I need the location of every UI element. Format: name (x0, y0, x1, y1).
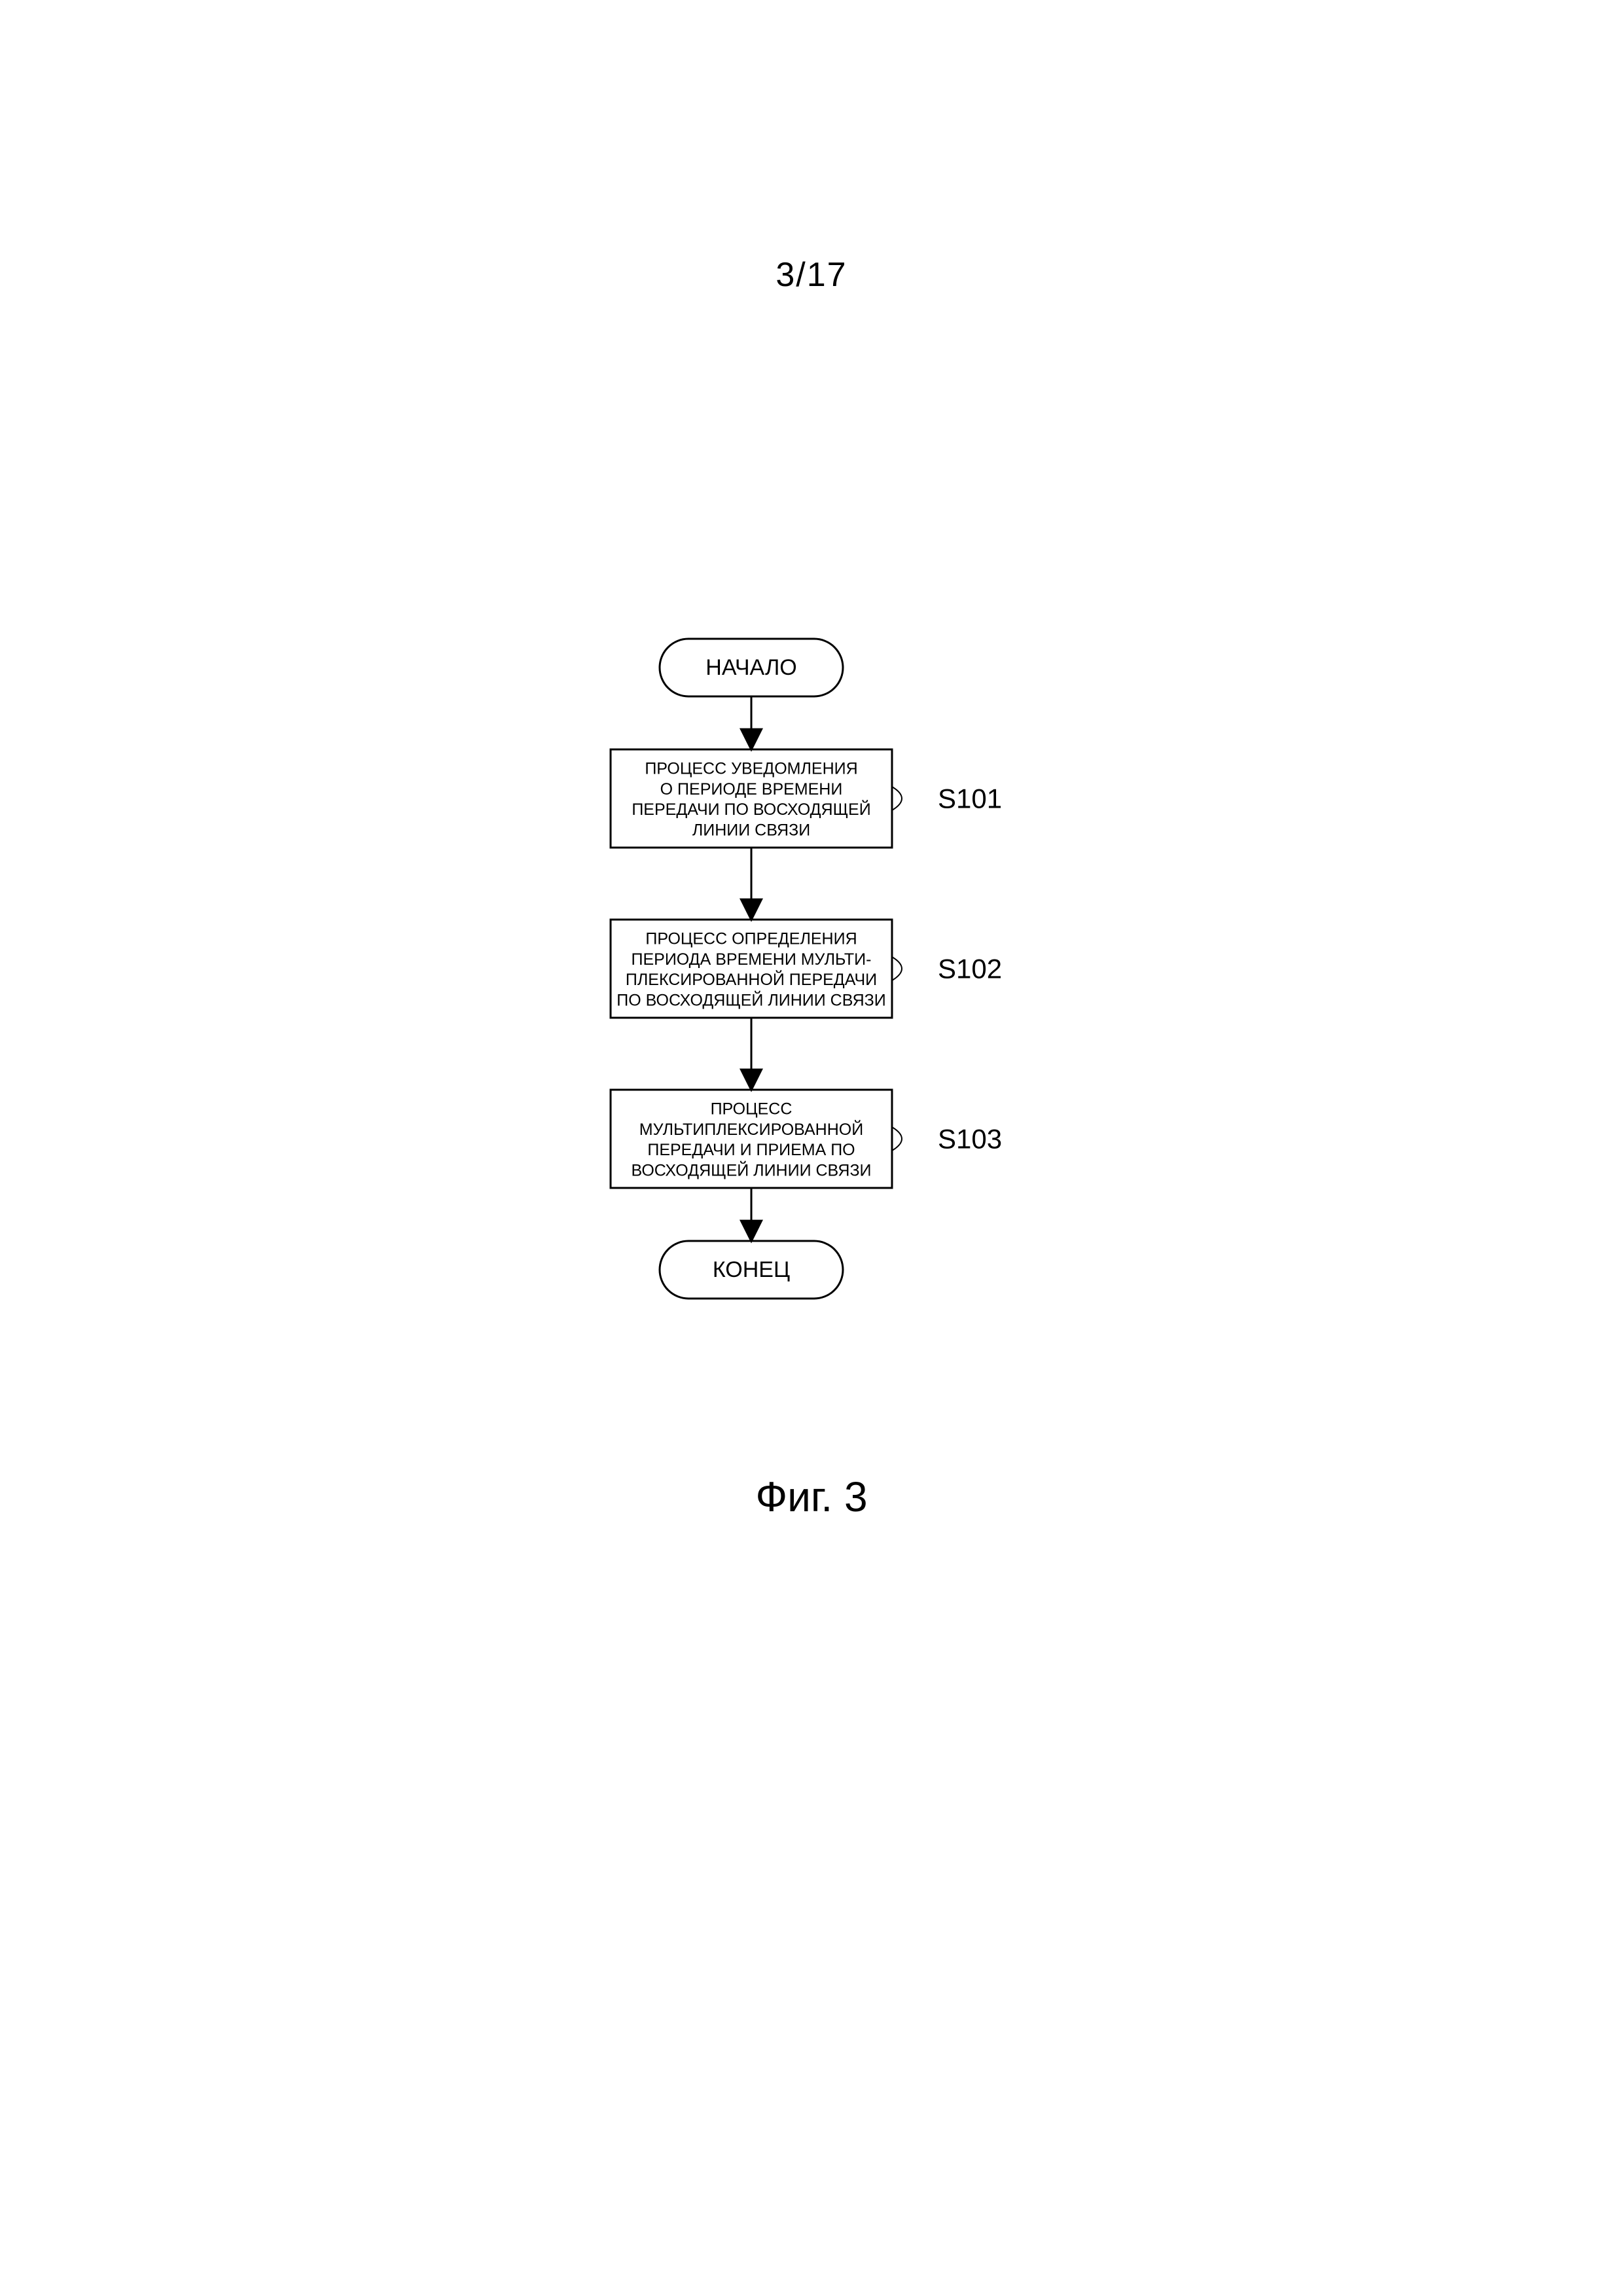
figure-caption: Фиг. 3 (0, 1473, 1623, 1521)
flow-node-label: КОНЕЦ (713, 1257, 790, 1282)
step-label: S101 (938, 783, 1002, 814)
flowchart-figure: НАЧАЛО ПРОЦЕСС УВЕДОМЛЕНИЯО ПЕРИОДЕ ВРЕМЕ… (575, 628, 1033, 1319)
step-label-connector (892, 1127, 902, 1151)
flow-node-end: КОНЕЦ (660, 1241, 843, 1299)
flow-node-label: НАЧАЛО (705, 655, 796, 680)
step-label-connector (892, 957, 902, 980)
page: 3/17 НАЧАЛО ПРОЦЕСС УВЕДОМЛЕНИЯО ПЕРИОДЕ … (0, 0, 1623, 2296)
flow-node-s103: ПРОЦЕССМУЛЬТИПЛЕКСИРОВАННОЙПЕРЕДАЧИ И ПР… (611, 1090, 1002, 1188)
page-number: 3/17 (0, 255, 1623, 295)
flow-node-s102: ПРОЦЕСС ОПРЕДЕЛЕНИЯПЕРИОДА ВРЕМЕНИ МУЛЬТ… (611, 920, 1002, 1018)
flow-node-s101: ПРОЦЕСС УВЕДОМЛЕНИЯО ПЕРИОДЕ ВРЕМЕНИПЕРЕ… (611, 749, 1002, 848)
step-label-connector (892, 787, 902, 810)
flowchart-svg: НАЧАЛО ПРОЦЕСС УВЕДОМЛЕНИЯО ПЕРИОДЕ ВРЕМЕ… (575, 628, 1033, 1316)
step-label: S102 (938, 954, 1002, 984)
flow-node-start: НАЧАЛО (660, 639, 843, 696)
step-label: S103 (938, 1124, 1002, 1155)
